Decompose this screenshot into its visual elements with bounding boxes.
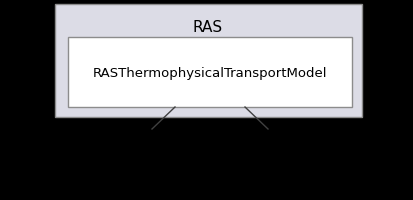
Text: RASThermophysicalTransportModel: RASThermophysicalTransportModel: [93, 66, 327, 79]
Bar: [55, 5, 362, 117]
Text: RAS: RAS: [193, 20, 223, 35]
Bar: [68, 38, 352, 107]
